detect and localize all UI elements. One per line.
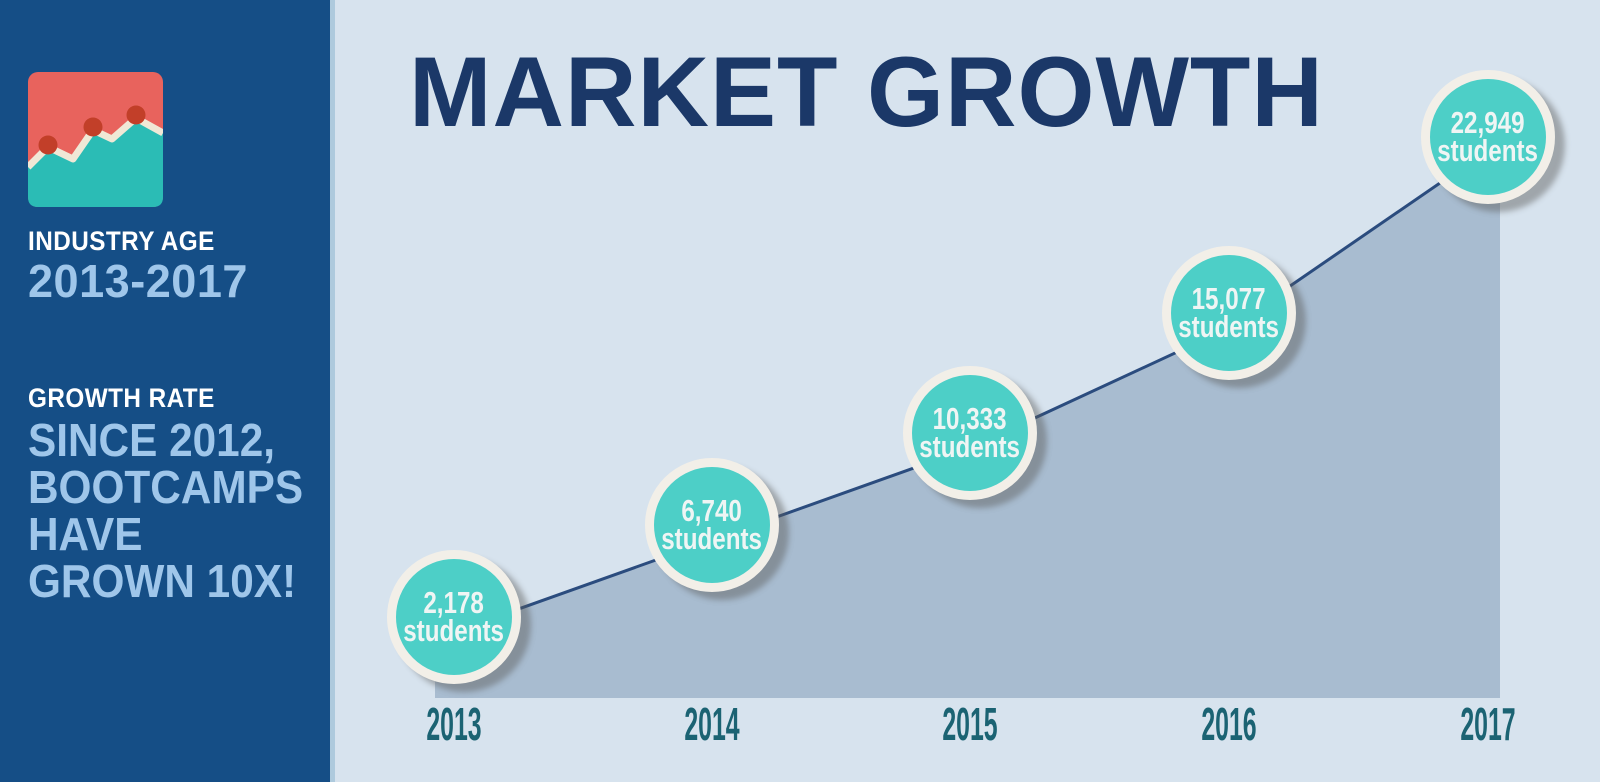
- data-point-unit: students: [1178, 309, 1280, 344]
- data-point-unit: students: [403, 613, 505, 648]
- data-point-value: 10,333: [933, 401, 1007, 436]
- data-point-value: 22,949: [1451, 105, 1525, 140]
- x-axis-label-2014: 2014: [684, 698, 740, 750]
- page-title: MARKET GROWTH: [409, 36, 1324, 147]
- data-point-unit: students: [919, 429, 1021, 464]
- data-point-2017: 22,949 students: [1421, 70, 1555, 204]
- industry-age-stat: INDUSTRY AGE 2013-2017: [28, 226, 252, 307]
- growth-rate-stat: GROWTH RATE SINCE 2012, BOOTCAMPS HAVE G…: [28, 383, 327, 605]
- data-point-label: 2,178 students: [403, 585, 505, 648]
- data-point-value: 2,178: [423, 585, 485, 620]
- growth-rate-line: SINCE 2012,: [28, 414, 276, 466]
- data-point-unit: students: [1437, 133, 1539, 168]
- chart-area: MARKET GROWTH 2,178 students 6,740 stude…: [330, 0, 1600, 782]
- trend-chart-icon-svg: [25, 72, 165, 207]
- trend-chart-icon: [25, 72, 165, 207]
- x-axis-label-2013: 2013: [426, 698, 482, 750]
- industry-age-value: 2013-2017: [28, 255, 248, 307]
- data-point-value: 6,740: [681, 493, 743, 528]
- sidebar-divider: [330, 0, 335, 782]
- data-point-unit: students: [661, 521, 763, 556]
- growth-rate-line: GROWN 10X!: [28, 555, 297, 607]
- growth-rate-label: GROWTH RATE: [28, 383, 215, 413]
- data-point-label: 6,740 students: [661, 493, 763, 556]
- data-point-label: 15,077 students: [1178, 281, 1280, 344]
- x-axis-label-2015: 2015: [942, 698, 998, 750]
- industry-age-label: INDUSTRY AGE: [28, 226, 215, 256]
- data-point-2015: 10,333 students: [903, 366, 1037, 500]
- icon-dot: [83, 117, 103, 137]
- data-point-2016: 15,077 students: [1162, 246, 1296, 380]
- data-point-2013: 2,178 students: [387, 550, 521, 684]
- data-point-label: 10,333 students: [919, 401, 1021, 464]
- data-point-value: 15,077: [1192, 281, 1266, 316]
- data-point-label: 22,949 students: [1437, 105, 1539, 168]
- growth-rate-line: BOOTCAMPS: [28, 461, 304, 513]
- icon-dot: [38, 135, 58, 155]
- x-axis-label-2016: 2016: [1201, 698, 1257, 750]
- growth-rate-line: HAVE: [28, 508, 143, 560]
- x-axis-label-2017: 2017: [1460, 698, 1516, 750]
- icon-dot: [126, 105, 146, 125]
- icon-area-fill: [28, 115, 163, 207]
- data-point-2014: 6,740 students: [645, 458, 779, 592]
- sidebar: INDUSTRY AGE 2013-2017 GROWTH RATE SINCE…: [0, 0, 330, 782]
- growth-rate-value: SINCE 2012, BOOTCAMPS HAVE GROWN 10X!: [28, 417, 327, 605]
